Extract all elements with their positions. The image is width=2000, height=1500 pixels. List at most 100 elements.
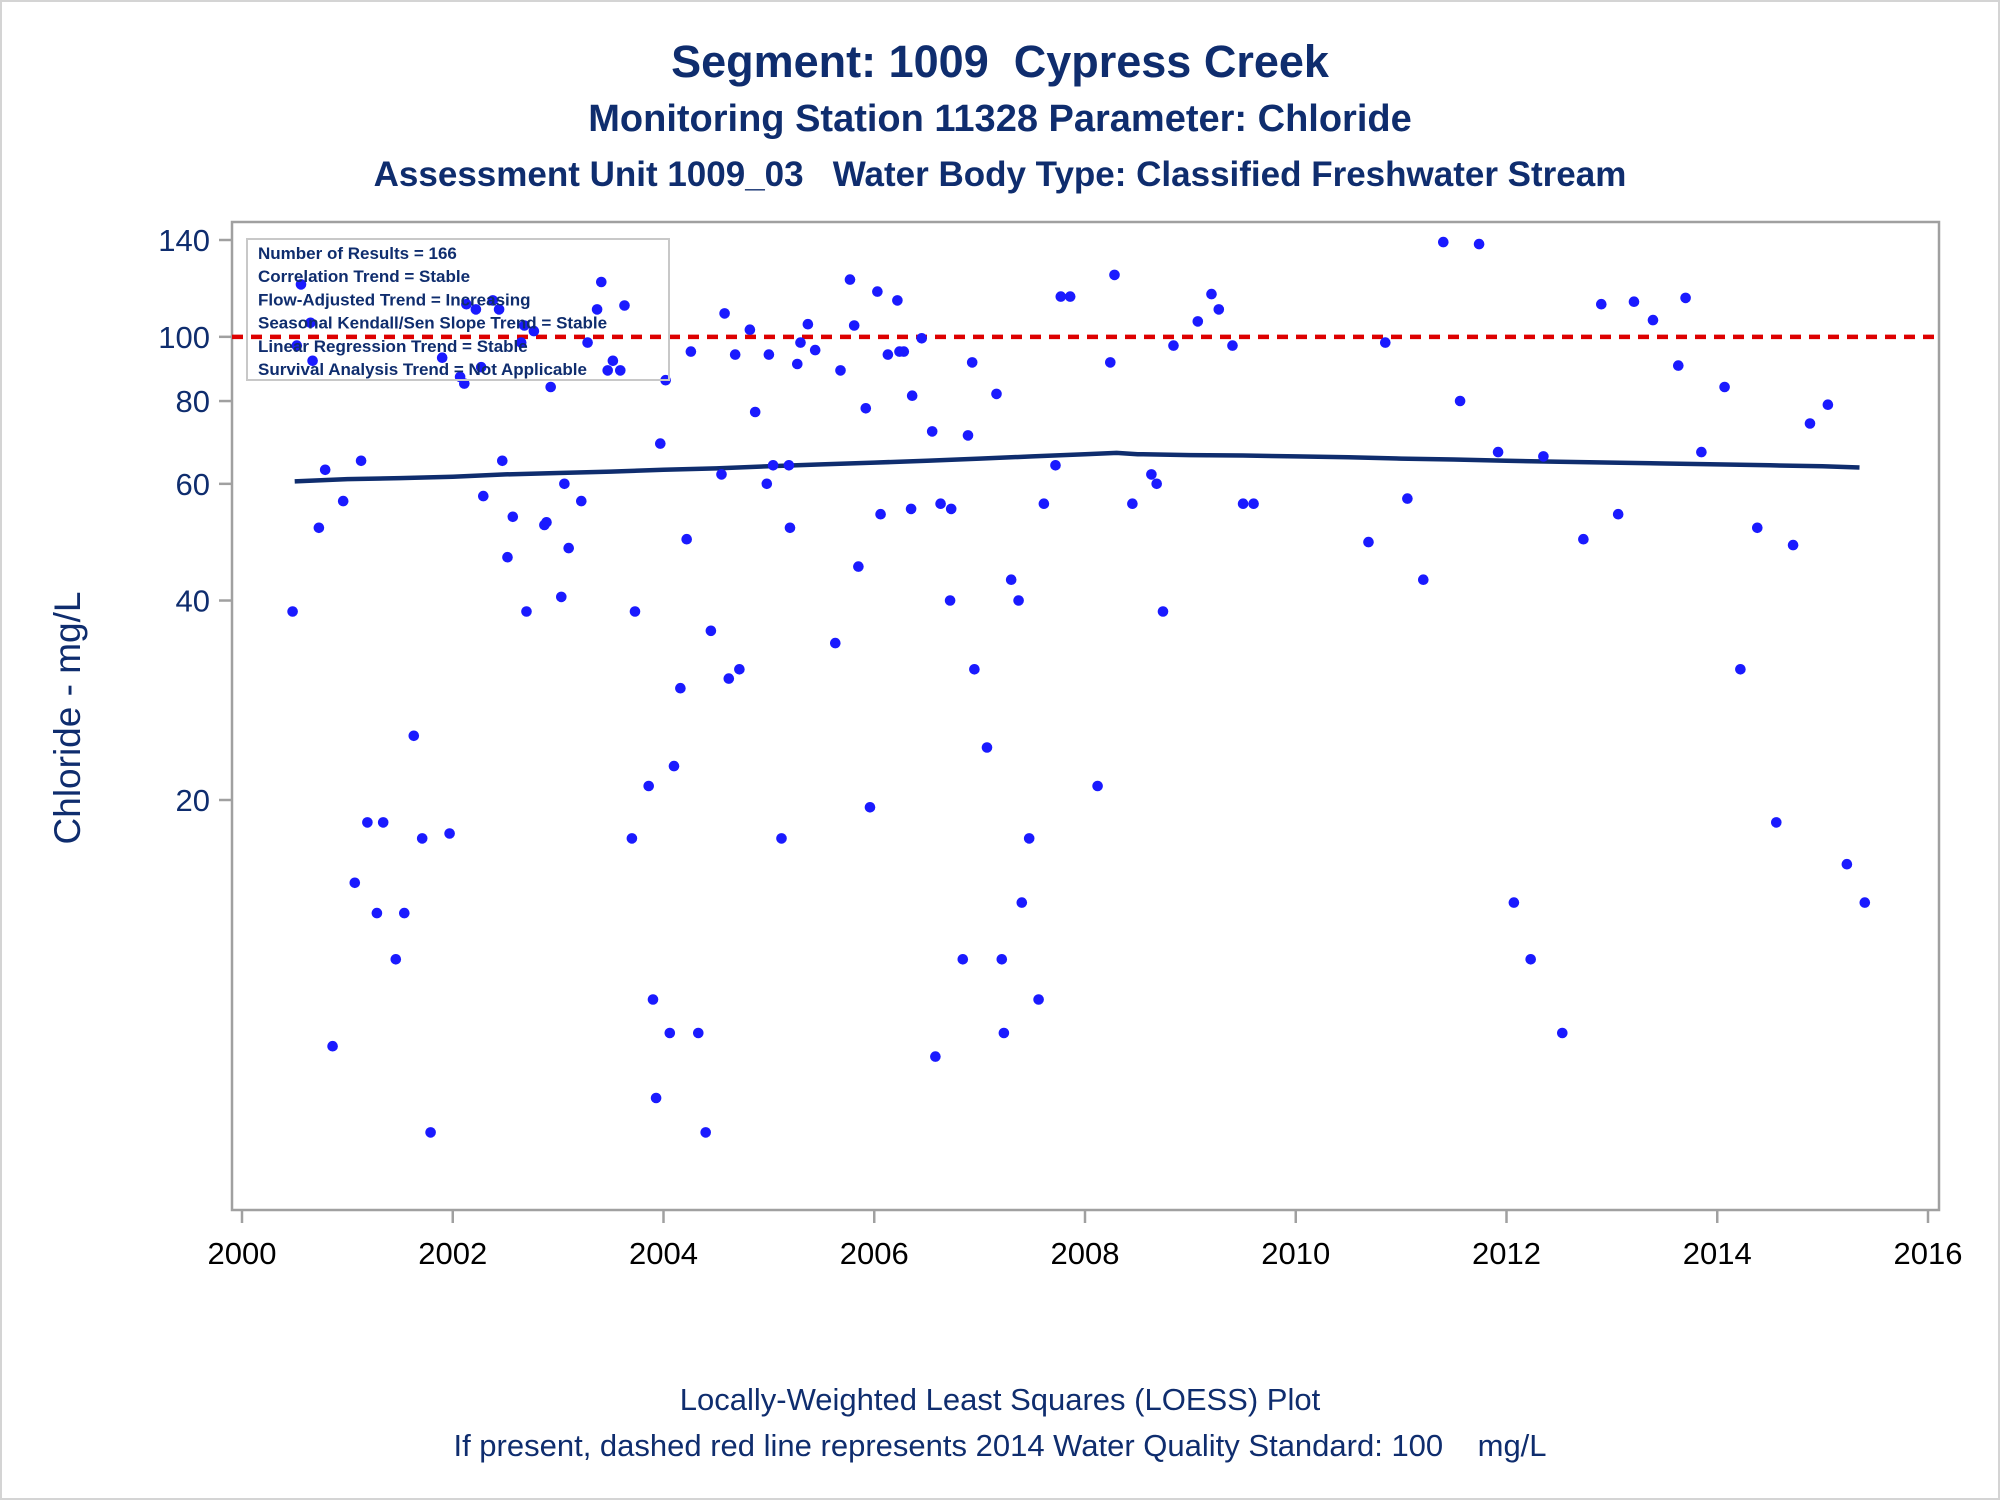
data-point	[906, 390, 918, 402]
data-point	[1473, 238, 1485, 250]
data-point	[475, 361, 487, 373]
data-point	[729, 349, 741, 360]
data-point	[1454, 395, 1466, 407]
stats-inset-line: Linear Regression Trend = Stable	[258, 337, 528, 356]
stats-inset-line: Number of Results = 166	[258, 244, 457, 263]
data-point	[1038, 498, 1050, 510]
data-point	[734, 664, 745, 675]
data-point	[1050, 460, 1061, 471]
data-point	[1157, 606, 1169, 617]
data-point	[1418, 574, 1429, 585]
data-point	[1841, 858, 1853, 870]
y-tick-label: 60	[176, 467, 210, 502]
y-axis: 20 40 60 80 100 140	[158, 223, 232, 818]
data-point	[502, 551, 513, 563]
chart-subtitle-station: Monitoring Station 11328 Parameter: Chlo…	[588, 98, 1412, 140]
data-point	[559, 478, 570, 490]
loess-line	[294, 450, 1860, 484]
data-point	[872, 286, 883, 297]
data-point	[767, 460, 779, 471]
data-point	[1859, 897, 1871, 908]
data-point	[969, 664, 980, 675]
data-point	[930, 1051, 941, 1062]
data-point	[355, 455, 367, 467]
data-point	[615, 365, 626, 376]
data-point	[776, 833, 787, 844]
data-point	[853, 561, 864, 572]
data-point	[556, 591, 567, 603]
stats-inset-line: Survival Analysis Trend = Not Applicable	[258, 360, 587, 379]
data-point	[291, 340, 303, 351]
data-point	[802, 318, 814, 330]
x-tick-label: 2002	[418, 1236, 487, 1271]
data-point	[629, 606, 641, 617]
data-point	[399, 907, 410, 919]
data-point	[319, 464, 331, 476]
data-point	[875, 508, 886, 520]
data-point	[1578, 533, 1589, 545]
footnote-method: Locally-Weighted Least Squares (LOESS) P…	[679, 1382, 1321, 1417]
x-tick-label: 2004	[629, 1236, 698, 1271]
stats-inset-box	[246, 238, 670, 381]
data-point	[783, 460, 795, 471]
y-axis-label: Chloride - mg/L	[47, 592, 88, 845]
data-point	[1822, 399, 1834, 411]
data-point	[1612, 508, 1624, 520]
data-point	[761, 478, 773, 490]
data-point	[515, 337, 527, 348]
data-point	[1628, 296, 1640, 308]
data-point	[436, 352, 448, 364]
data-point	[763, 349, 775, 360]
data-point	[643, 780, 654, 792]
data-point	[287, 606, 298, 617]
data-point	[1771, 817, 1782, 828]
data-point	[461, 298, 472, 310]
x-tick-label: 2012	[1472, 1236, 1541, 1271]
data-point	[313, 522, 325, 534]
data-point	[991, 388, 1002, 400]
stats-inset-line: Correlation Trend = Stable	[258, 267, 470, 286]
data-point	[493, 304, 505, 315]
data-point	[1055, 291, 1067, 302]
data-point	[898, 346, 910, 357]
data-point	[664, 1027, 676, 1039]
data-point	[681, 533, 692, 545]
data-point	[1696, 446, 1707, 458]
data-point	[1109, 269, 1120, 281]
data-point	[926, 426, 938, 437]
data-point	[528, 325, 540, 337]
data-point	[521, 606, 532, 617]
data-point	[1023, 833, 1035, 844]
data-point	[626, 833, 638, 844]
data-point	[668, 760, 680, 772]
data-point	[835, 365, 846, 376]
x-tick-label: 2010	[1261, 1236, 1330, 1271]
data-point	[497, 455, 508, 467]
data-point	[1206, 288, 1217, 300]
data-point	[1248, 498, 1259, 510]
stats-inset-line: Seasonal Kendall/Sen Slope Trend = Stabl…	[258, 314, 607, 333]
data-point	[519, 320, 530, 331]
data-point	[1168, 340, 1179, 351]
data-point	[1380, 337, 1391, 348]
data-point	[1787, 539, 1799, 551]
data-point	[981, 742, 993, 753]
data-point	[705, 625, 717, 637]
data-point	[1013, 595, 1024, 606]
data-point	[295, 279, 307, 290]
data-point	[362, 817, 373, 828]
data-point	[327, 1040, 338, 1052]
data-point	[1538, 451, 1549, 462]
data-point	[844, 274, 856, 285]
data-point	[390, 954, 402, 965]
data-point	[848, 320, 860, 331]
data-point	[1557, 1027, 1568, 1039]
data-point	[1146, 469, 1157, 480]
data-point	[1033, 994, 1044, 1005]
data-point	[1647, 314, 1659, 326]
data-point	[1064, 291, 1076, 302]
data-point	[830, 637, 841, 649]
data-point	[305, 317, 316, 329]
data-point	[307, 355, 318, 367]
